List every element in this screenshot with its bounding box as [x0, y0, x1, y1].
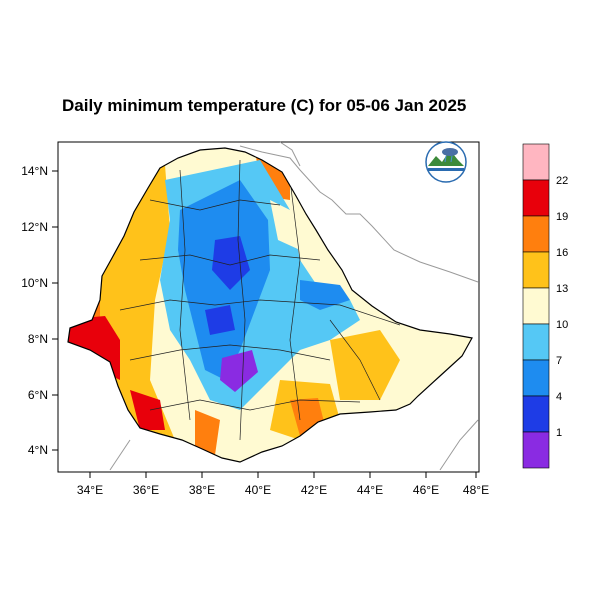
longitude-labels: 34°E 36°E 38°E 40°E 42°E 44°E 46°E 48°E — [77, 483, 489, 497]
lat-label: 10°N — [21, 276, 48, 290]
colorbar-swatch — [522, 179, 550, 217]
colorbar-label: 16 — [556, 247, 568, 259]
colorbar-swatch — [522, 431, 550, 469]
colorbar: 22 19 16 13 10 7 4 1 — [522, 143, 568, 469]
colorbar-label: 7 — [556, 355, 562, 367]
lon-label: 38°E — [189, 483, 215, 497]
lat-label: 6°N — [28, 388, 48, 402]
colorbar-swatch — [522, 287, 550, 325]
lat-label: 12°N — [21, 220, 48, 234]
axis-ticks — [52, 170, 477, 478]
lon-label: 46°E — [413, 483, 439, 497]
neighbor-borders — [109, 141, 479, 471]
lon-label: 34°E — [77, 483, 103, 497]
colorbar-label: 19 — [556, 211, 568, 223]
colorbar-label: 4 — [556, 391, 562, 403]
lon-label: 40°E — [245, 483, 271, 497]
colorbar-swatch — [522, 359, 550, 397]
map-title: Daily minimum temperature (C) for 05-06 … — [62, 96, 467, 115]
colorbar-swatch — [522, 323, 550, 361]
lon-label: 36°E — [133, 483, 159, 497]
colorbar-swatch — [522, 215, 550, 253]
colorbar-label: 10 — [556, 319, 568, 331]
lat-label: 4°N — [28, 443, 48, 457]
colorbar-label: 22 — [556, 175, 568, 187]
latitude-labels: 14°N 12°N 10°N 8°N 6°N 4°N — [21, 164, 48, 457]
lon-label: 44°E — [357, 483, 383, 497]
colorbar-swatch — [522, 143, 550, 181]
ethiopian-meteorology-institute-logo — [425, 141, 467, 183]
lon-label: 42°E — [301, 483, 327, 497]
colorbar-swatch — [522, 251, 550, 289]
lat-label: 14°N — [21, 164, 48, 178]
lat-label: 8°N — [28, 332, 48, 346]
colorbar-label: 1 — [556, 427, 562, 439]
lon-label: 48°E — [463, 483, 489, 497]
colorbar-label: 13 — [556, 283, 568, 295]
colorbar-swatch — [522, 395, 550, 433]
